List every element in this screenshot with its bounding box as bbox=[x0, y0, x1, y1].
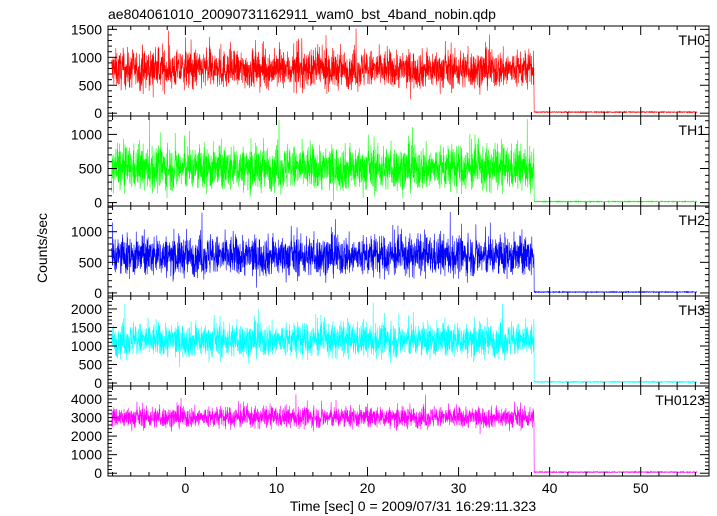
y-tick-label: 0 bbox=[94, 195, 102, 211]
chart-title: ae804061010_20090731162911_wam0_bst_4ban… bbox=[108, 6, 496, 22]
y-tick-label: 1000 bbox=[71, 224, 102, 240]
panel-label-th0: TH0 bbox=[679, 32, 706, 48]
y-tick-label: 4000 bbox=[71, 391, 102, 407]
x-tick-label: 20 bbox=[360, 480, 376, 496]
panel-label-th3: TH3 bbox=[679, 302, 706, 318]
x-tick-label: 30 bbox=[451, 480, 467, 496]
panel-th2: 0 500 1000 TH2 bbox=[71, 205, 710, 301]
y-tick-label: 3000 bbox=[71, 410, 102, 426]
y-tick-label: 0 bbox=[94, 465, 102, 481]
series-line-th2 bbox=[111, 211, 698, 294]
x-axis-label: Time [sec] 0 = 2009/07/31 16:29:11.323 bbox=[290, 498, 537, 514]
y-tick-label: 2000 bbox=[71, 301, 102, 317]
y-tick-label: 500 bbox=[79, 357, 103, 373]
y-tick-label: 1000 bbox=[71, 126, 102, 142]
panel-th3: 0 500 1000 1500 2000 TH3 bbox=[71, 295, 710, 391]
y-tick-label: 0 bbox=[94, 105, 102, 121]
y-tick-label: 1500 bbox=[71, 319, 102, 335]
x-tick-label: 40 bbox=[542, 480, 558, 496]
y-tick-label: 1500 bbox=[71, 21, 102, 37]
y-tick-label: 2000 bbox=[71, 428, 102, 444]
panel-th1: 0 500 1000 TH1 bbox=[71, 115, 710, 211]
series-line-th0 bbox=[111, 28, 698, 114]
x-tick-label: 50 bbox=[633, 480, 649, 496]
x-tick-label: 0 bbox=[182, 480, 190, 496]
panel-label-th2: TH2 bbox=[679, 212, 706, 228]
panel-th0: 0 500 1000 1500 TH0 bbox=[71, 21, 710, 121]
y-tick-label: 500 bbox=[79, 161, 103, 177]
y-tick-label: 1000 bbox=[71, 338, 102, 354]
series-line-th1 bbox=[111, 119, 698, 204]
y-tick-label: 1000 bbox=[71, 447, 102, 463]
y-tick-label: 500 bbox=[79, 254, 103, 270]
series-line-th0123 bbox=[111, 394, 698, 474]
panel-label-th0123: TH0123 bbox=[655, 392, 705, 408]
panel-th0123: 0 1000 2000 3000 4000 TH0123 bbox=[71, 385, 710, 481]
y-tick-label: 0 bbox=[94, 285, 102, 301]
panel-frame bbox=[107, 385, 710, 477]
panel-label-th1: TH1 bbox=[679, 122, 706, 138]
y-tick-label: 500 bbox=[79, 77, 103, 93]
x-tick-label: 10 bbox=[269, 480, 285, 496]
y-tick-label: 1000 bbox=[71, 49, 102, 65]
y-axis-label: Counts/sec bbox=[34, 213, 50, 283]
series-line-th3 bbox=[111, 302, 698, 384]
y-tick-label: 0 bbox=[94, 375, 102, 391]
